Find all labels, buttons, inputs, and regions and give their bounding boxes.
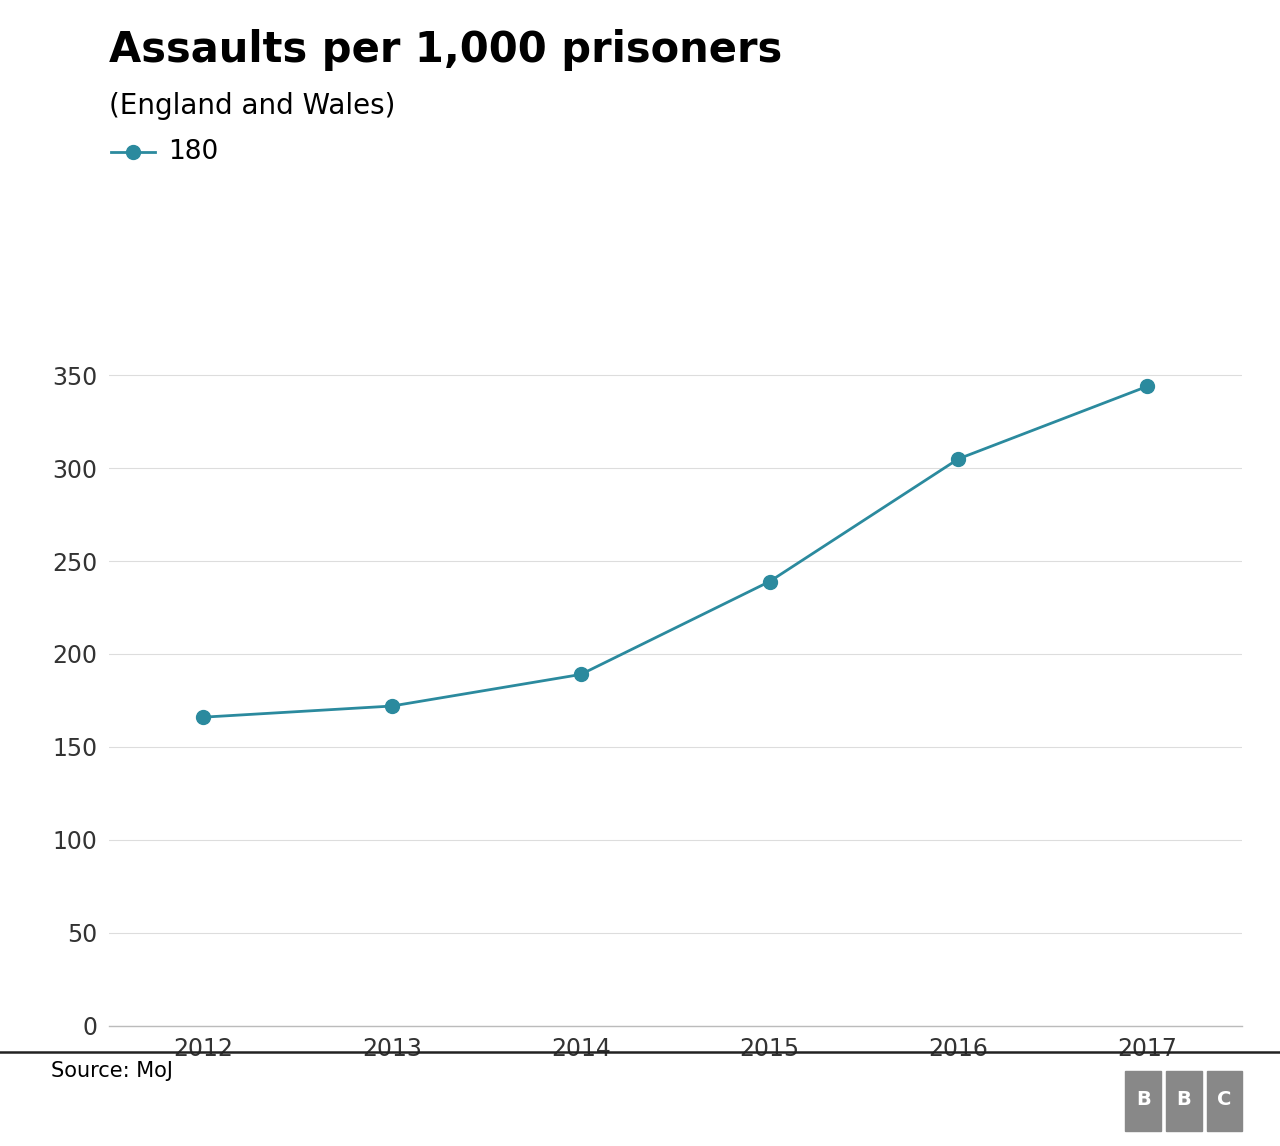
Text: B: B <box>1135 1091 1151 1109</box>
Text: Source: MoJ: Source: MoJ <box>51 1061 173 1081</box>
FancyBboxPatch shape <box>1166 1072 1202 1131</box>
Text: 180: 180 <box>168 140 218 165</box>
Text: B: B <box>1176 1091 1192 1109</box>
Text: Assaults per 1,000 prisoners: Assaults per 1,000 prisoners <box>109 29 782 71</box>
FancyBboxPatch shape <box>1207 1072 1242 1131</box>
Text: C: C <box>1217 1091 1231 1109</box>
FancyBboxPatch shape <box>1125 1072 1161 1131</box>
Text: (England and Wales): (England and Wales) <box>109 92 396 119</box>
